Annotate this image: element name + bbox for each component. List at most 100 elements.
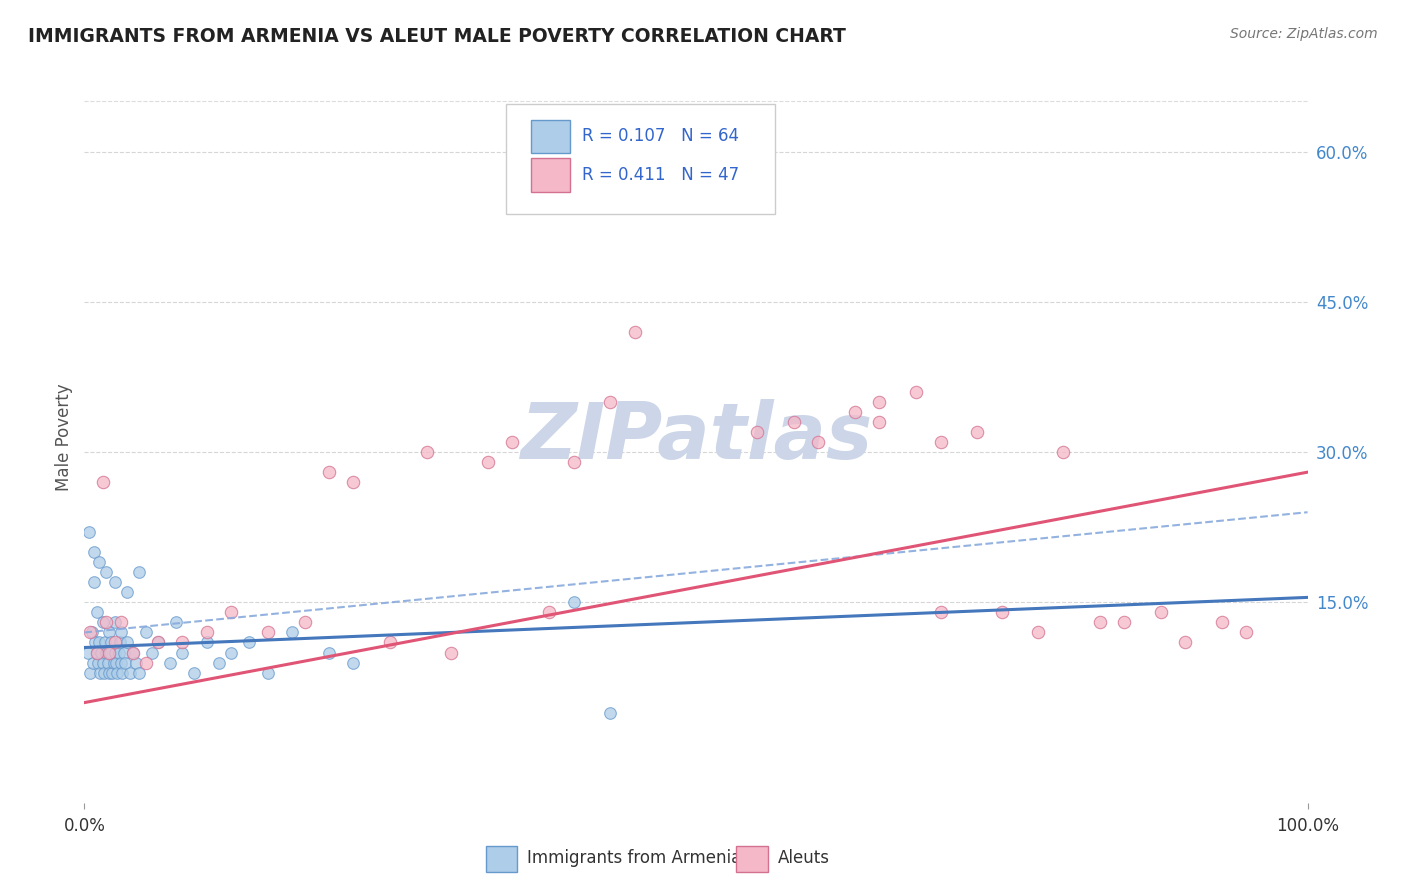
- Point: [104, 635, 127, 649]
- Point: [86, 646, 108, 660]
- Text: Aleuts: Aleuts: [778, 849, 830, 867]
- Point: [807, 435, 830, 450]
- Point: [135, 656, 157, 670]
- Point: [94, 635, 117, 649]
- Point: [929, 435, 952, 450]
- Point: [103, 656, 125, 670]
- Point: [1114, 615, 1136, 630]
- Point: [108, 635, 131, 649]
- Point: [477, 455, 499, 469]
- Point: [86, 606, 108, 620]
- FancyBboxPatch shape: [737, 846, 768, 872]
- Point: [125, 656, 148, 670]
- Point: [380, 635, 402, 649]
- Point: [165, 615, 187, 630]
- Point: [146, 635, 169, 649]
- Point: [219, 646, 242, 660]
- Point: [929, 606, 952, 620]
- Point: [100, 635, 122, 649]
- Point: [195, 635, 218, 649]
- Point: [90, 646, 112, 660]
- Point: [111, 665, 134, 680]
- Point: [146, 635, 169, 649]
- Point: [104, 615, 127, 630]
- FancyBboxPatch shape: [485, 846, 517, 872]
- Point: [844, 405, 866, 419]
- Point: [80, 625, 103, 640]
- Point: [1211, 615, 1233, 630]
- FancyBboxPatch shape: [506, 104, 776, 214]
- Point: [96, 646, 118, 660]
- Point: [159, 656, 181, 670]
- Point: [747, 425, 769, 439]
- Point: [118, 665, 141, 680]
- Text: Immigrants from Armenia: Immigrants from Armenia: [527, 849, 741, 867]
- Point: [96, 566, 118, 580]
- Point: [87, 656, 110, 670]
- Point: [128, 566, 150, 580]
- Text: ZIPatlas: ZIPatlas: [520, 399, 872, 475]
- Point: [114, 656, 136, 670]
- Point: [79, 665, 101, 680]
- Point: [599, 706, 621, 720]
- Point: [905, 384, 928, 399]
- Point: [172, 635, 194, 649]
- Point: [82, 656, 104, 670]
- Point: [141, 646, 163, 660]
- Point: [97, 625, 120, 640]
- Point: [122, 646, 145, 660]
- Point: [77, 646, 100, 660]
- Point: [83, 575, 105, 590]
- Point: [79, 625, 101, 640]
- Point: [966, 425, 988, 439]
- Point: [89, 665, 111, 680]
- Text: IMMIGRANTS FROM ARMENIA VS ALEUT MALE POVERTY CORRELATION CHART: IMMIGRANTS FROM ARMENIA VS ALEUT MALE PO…: [28, 27, 846, 45]
- Point: [562, 455, 585, 469]
- Point: [77, 525, 100, 540]
- Point: [101, 665, 124, 680]
- Point: [538, 606, 561, 620]
- Point: [183, 665, 205, 680]
- Point: [195, 625, 218, 640]
- Point: [281, 625, 304, 640]
- Point: [219, 606, 242, 620]
- Point: [110, 625, 132, 640]
- Point: [135, 625, 157, 640]
- Point: [122, 646, 145, 660]
- Point: [97, 665, 120, 680]
- Point: [93, 665, 115, 680]
- Y-axis label: Male Poverty: Male Poverty: [55, 384, 73, 491]
- Point: [1150, 606, 1173, 620]
- Point: [87, 555, 110, 569]
- Point: [105, 665, 128, 680]
- Point: [783, 415, 806, 429]
- Point: [1028, 625, 1050, 640]
- Point: [624, 325, 647, 339]
- Point: [1088, 615, 1111, 630]
- Point: [342, 656, 364, 670]
- Point: [1236, 625, 1258, 640]
- Point: [562, 595, 585, 609]
- Text: R = 0.411   N = 47: R = 0.411 N = 47: [582, 166, 740, 185]
- Point: [416, 445, 439, 459]
- Point: [97, 646, 120, 660]
- Point: [318, 646, 340, 660]
- Point: [208, 656, 231, 670]
- Point: [112, 646, 135, 660]
- Point: [661, 194, 683, 209]
- Point: [869, 395, 891, 409]
- Point: [91, 475, 114, 490]
- Point: [110, 615, 132, 630]
- Point: [440, 646, 463, 660]
- Point: [83, 545, 105, 559]
- Point: [105, 656, 128, 670]
- Point: [84, 635, 107, 649]
- Point: [98, 646, 121, 660]
- Point: [685, 124, 707, 138]
- Point: [342, 475, 364, 490]
- Point: [104, 646, 127, 660]
- Point: [107, 646, 129, 660]
- Point: [87, 635, 110, 649]
- Point: [502, 435, 524, 450]
- Point: [869, 415, 891, 429]
